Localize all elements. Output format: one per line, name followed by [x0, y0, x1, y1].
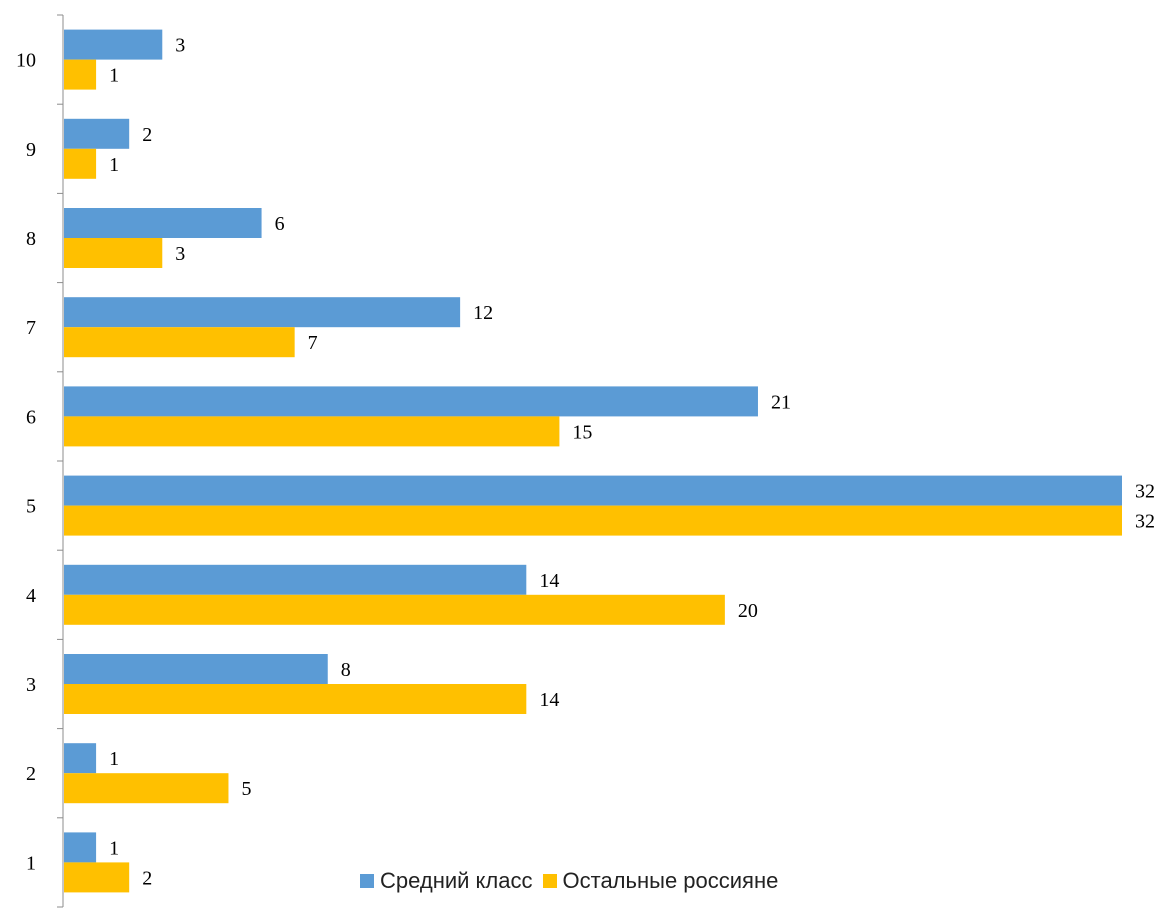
- bar-series-2: [64, 327, 295, 358]
- bar-series-1: [64, 118, 130, 149]
- data-label-series-2: 5: [241, 778, 251, 800]
- bar-series-2: [64, 684, 527, 714]
- y-tick-label: 4: [26, 585, 36, 607]
- data-label-series-2: 1: [109, 65, 119, 87]
- data-label-series-1: 21: [771, 391, 791, 413]
- bar-series-1: [64, 297, 461, 328]
- data-label-series-2: 2: [142, 867, 152, 889]
- bar-series-2: [64, 862, 130, 893]
- legend: Средний класс Остальные россияне: [360, 868, 788, 894]
- data-label-series-1: 2: [142, 124, 152, 146]
- data-label-series-2: 20: [738, 600, 758, 622]
- y-tick-label: 6: [26, 406, 36, 428]
- data-label-series-2: 1: [109, 154, 119, 176]
- data-label-series-1: 6: [275, 213, 285, 235]
- data-label-series-1: 8: [341, 659, 351, 681]
- data-label-series-1: 32: [1135, 481, 1155, 503]
- bar-series-1: [64, 29, 163, 60]
- legend-item-series-2: Остальные россияне: [542, 868, 779, 894]
- bar-series-2: [64, 238, 163, 268]
- bar-series-1: [64, 564, 527, 595]
- legend-swatch-series-2: [542, 874, 557, 888]
- bar-series-1: [64, 654, 328, 684]
- data-label-series-1: 12: [473, 302, 493, 324]
- data-label-series-2: 15: [572, 421, 592, 443]
- y-tick-label: 5: [26, 496, 36, 518]
- legend-label-series-2: Остальные россияне: [562, 868, 779, 893]
- y-tick-label: 10: [16, 50, 36, 72]
- bar-series-1: [64, 832, 97, 863]
- legend-swatch-series-1: [360, 874, 374, 888]
- data-label-series-2: 32: [1135, 511, 1155, 533]
- data-label-series-2: 3: [175, 243, 185, 265]
- bar-series-2: [64, 505, 1122, 536]
- data-label-series-2: 14: [539, 689, 559, 711]
- axis-layer: [57, 14, 64, 908]
- bar-series-2: [64, 148, 97, 179]
- bar-series-1: [64, 208, 262, 238]
- data-label-series-1: 1: [109, 748, 119, 770]
- y-tick-label: 3: [26, 674, 36, 696]
- bar-series-2: [64, 773, 229, 804]
- data-label-series-1: 1: [109, 837, 119, 859]
- data-label-series-1: 14: [539, 570, 559, 592]
- y-tick-label: 7: [26, 317, 36, 339]
- data-label-series-1: 3: [175, 35, 185, 57]
- data-label-series-2: 7: [308, 332, 318, 354]
- y-tick-label: 1: [26, 852, 36, 874]
- bar-series-2: [64, 59, 97, 90]
- bar-series-2: [64, 416, 560, 447]
- bar-series-2: [64, 594, 725, 625]
- legend-item-series-1: Средний класс: [360, 868, 533, 894]
- bar-series-1: [64, 743, 97, 774]
- y-tick-label: 2: [26, 763, 36, 785]
- y-tick-label: 8: [26, 228, 36, 250]
- bars-layer: [64, 29, 1122, 893]
- legend-label-series-1: Средний класс: [380, 868, 533, 893]
- bar-series-1: [64, 475, 1122, 506]
- bar-series-1: [64, 386, 758, 417]
- y-tick-label: 9: [26, 139, 36, 161]
